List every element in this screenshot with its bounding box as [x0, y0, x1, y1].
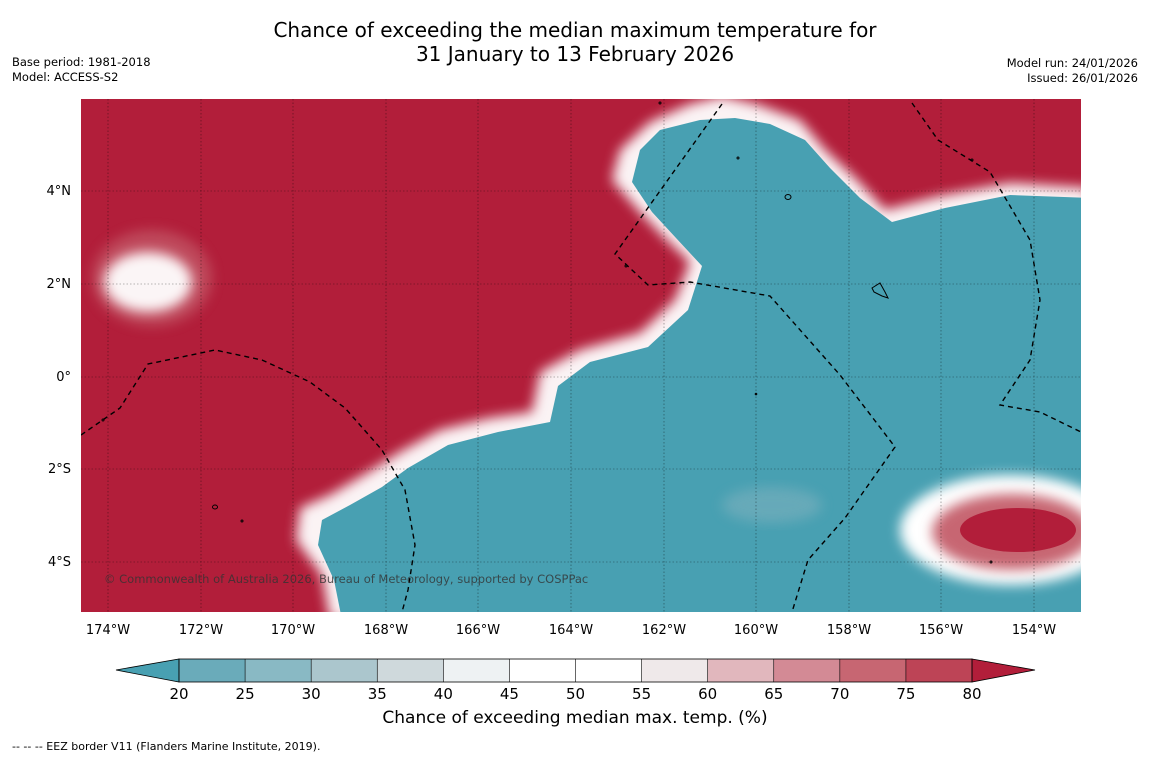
lon-label-166w: 166°W — [456, 623, 500, 638]
title-line-1: Chance of exceeding the median maximum t… — [273, 18, 877, 42]
islands — [101, 101, 993, 564]
colorbar-tick-label: 35 — [368, 685, 387, 700]
colorbar-cell — [839, 659, 907, 682]
colorbar-cell — [509, 659, 576, 682]
lat-labels: 4°N 2°N 0° 2°S 4°S — [47, 184, 72, 570]
island-10 — [754, 392, 758, 396]
meta-right: Model run: 24/01/2026 Issued: 26/01/2026 — [1007, 56, 1138, 86]
colorbar-tick-label: 40 — [434, 685, 453, 700]
island-2 — [212, 504, 218, 510]
colorbar-tick-label: 60 — [698, 685, 717, 700]
lon-label-168w: 168°W — [364, 623, 408, 638]
west-warm-anomaly-core — [104, 252, 192, 312]
lat-label-2n: 2°N — [47, 277, 72, 292]
island-5 — [970, 158, 974, 162]
island-3 — [736, 156, 740, 160]
lon-label-156w: 156°W — [919, 623, 963, 638]
colorbar-tick-label: 25 — [236, 685, 255, 700]
colorbar-cell — [311, 659, 378, 682]
lon-label-170w: 170°W — [271, 623, 315, 638]
colorbar-cell — [179, 659, 246, 682]
lon-label-172w: 172°W — [179, 623, 223, 638]
map-field: © Commonwealth of Australia 2026, Bureau… — [81, 99, 1081, 612]
lon-label-174w: 174°W — [86, 623, 130, 638]
forecast-map: © Commonwealth of Australia 2026, Bureau… — [47, 99, 1081, 700]
lat-label-4s: 4°S — [48, 555, 71, 570]
island-kiritimati — [871, 282, 889, 299]
lat-label-2s: 2°S — [48, 462, 71, 477]
eez-borders — [81, 102, 1081, 612]
model-name: Model: ACCESS-S2 — [12, 70, 119, 84]
colorbar-tick-label: 55 — [632, 685, 651, 700]
colorbar-tick-label: 75 — [896, 685, 915, 700]
colorbar-cell — [707, 659, 775, 682]
island-6 — [624, 264, 628, 268]
lat-label-4n: 4°N — [47, 184, 72, 199]
island-4 — [658, 101, 662, 105]
colorbar-cell — [377, 659, 444, 682]
credit-text: © Commonwealth of Australia 2026, Bureau… — [104, 572, 588, 586]
colorbar-cell — [641, 659, 708, 682]
colorbar-under-arrow — [115, 658, 180, 683]
colorbar: 20 25 30 35 40 45 50 55 60 65 70 75 80 — [115, 658, 1036, 700]
island-8 — [240, 519, 244, 523]
lon-label-164w: 164°W — [549, 623, 593, 638]
model-run: Model run: 24/01/2026 — [1006, 56, 1138, 70]
graticule — [81, 99, 1081, 612]
lon-label-160w: 160°W — [734, 623, 778, 638]
lon-label-154w: 154°W — [1012, 623, 1056, 638]
colorbar-cell — [905, 659, 973, 682]
eez-border-line-islands — [614, 103, 896, 612]
colorbar-tick-label: 70 — [830, 685, 849, 700]
southeast-core — [960, 508, 1076, 552]
colorbar-tick-label: 65 — [764, 685, 783, 700]
base-period: Base period: 1981-2018 — [12, 55, 151, 69]
light-teal-patch — [722, 487, 822, 523]
issued-date: Issued: 26/01/2026 — [1027, 71, 1138, 85]
colorbar-cell — [245, 659, 312, 682]
colorbar-cell — [773, 659, 841, 682]
colorbar-cell — [575, 659, 642, 682]
lat-label-0: 0° — [56, 370, 71, 385]
eez-border-kiribati-west — [81, 349, 416, 612]
colorbar-cell — [443, 659, 510, 682]
colorbar-over-arrow — [971, 658, 1036, 683]
meta-left: Base period: 1981-2018 Model: ACCESS-S2 — [12, 55, 151, 85]
eez-border-east — [911, 102, 1081, 433]
colorbar-label: Chance of exceeding median max. temp. (%… — [382, 708, 768, 728]
eez-footnote: -- -- -- EEZ border V11 (Flanders Marine… — [12, 740, 321, 753]
colorbar-tick-label: 45 — [500, 685, 519, 700]
colorbar-tick-label: 20 — [169, 685, 188, 700]
chart-title: Chance of exceeding the median maximum t… — [0, 18, 1150, 66]
island-1 — [784, 194, 792, 200]
colorbar-tick-label: 50 — [566, 685, 585, 700]
lon-label-162w: 162°W — [642, 623, 686, 638]
colorbar-tick-label: 30 — [302, 685, 321, 700]
title-line-2: 31 January to 13 February 2026 — [415, 42, 735, 66]
lon-labels: 174°W 172°W 170°W 168°W 166°W 164°W 162°… — [86, 623, 1056, 638]
island-7 — [101, 418, 105, 422]
lon-label-158w: 158°W — [827, 623, 871, 638]
low-probability-field — [318, 118, 1081, 612]
island-9 — [989, 560, 993, 564]
colorbar-tick-label: 80 — [962, 685, 981, 700]
